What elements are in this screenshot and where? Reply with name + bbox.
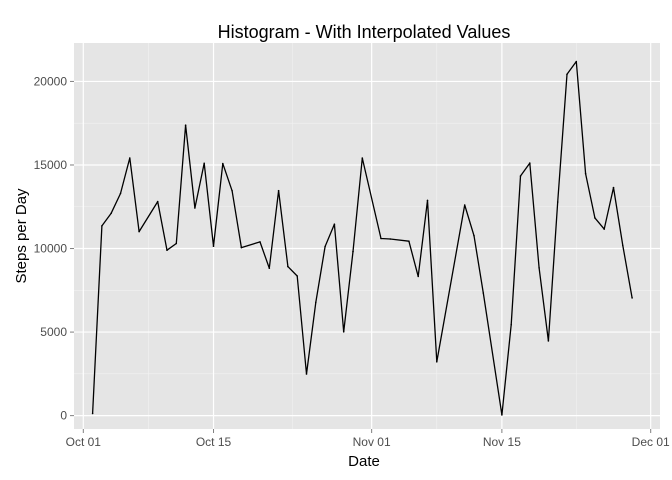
series-line	[91, 60, 633, 416]
x-tick-label: Oct 01	[66, 435, 102, 449]
data-point	[612, 186, 615, 189]
grid-minor	[74, 43, 660, 429]
grid-major	[74, 43, 660, 429]
data-point	[575, 60, 578, 63]
data-point	[203, 162, 205, 165]
y-axis-title: Steps per Day	[13, 188, 30, 284]
data-point	[101, 225, 103, 227]
data-point	[408, 240, 410, 242]
data-point	[129, 157, 131, 159]
data-point	[352, 250, 354, 253]
data-point	[361, 157, 364, 159]
data-point	[212, 245, 215, 247]
data-point	[175, 242, 178, 245]
data-point	[529, 162, 531, 164]
data-point	[622, 244, 624, 247]
x-tick-label: Nov 15	[483, 435, 521, 449]
chart-title: Histogram - With Interpolated Values	[218, 22, 511, 42]
data-point	[501, 414, 503, 416]
x-tick-label: Nov 01	[353, 435, 391, 449]
data-point	[315, 301, 317, 304]
x-tick-label: Oct 15	[196, 435, 232, 449]
data-point	[91, 412, 94, 415]
data-point	[463, 204, 466, 206]
data-point	[631, 297, 633, 299]
data-point	[231, 190, 233, 192]
data-point	[603, 228, 605, 230]
data-point	[342, 331, 345, 333]
data-point	[277, 189, 280, 192]
data-point	[110, 212, 112, 214]
data-point	[519, 175, 522, 177]
data-point	[482, 292, 485, 294]
data-point	[305, 373, 308, 375]
data-point	[417, 275, 420, 278]
y-tick-label: 10000	[34, 242, 68, 256]
x-axis-title: Date	[348, 453, 380, 470]
data-point	[566, 73, 568, 76]
data-point	[138, 230, 140, 233]
data-point	[222, 162, 224, 165]
data-point	[166, 249, 168, 251]
y-tick-label: 20000	[34, 74, 68, 88]
x-axis: Oct 01 Oct 15 Nov 01 Nov 15 Dec 01	[66, 429, 670, 449]
data-point	[556, 201, 559, 203]
data-point	[333, 223, 336, 225]
x-tick-label: Dec 01	[632, 435, 670, 449]
data-point	[436, 361, 438, 363]
y-tick-label: 15000	[34, 158, 68, 172]
y-tick-label: 5000	[40, 325, 67, 339]
y-axis: 0 5000 10000 15000 20000	[34, 74, 74, 423]
data-point	[119, 192, 122, 195]
data-point	[547, 340, 550, 342]
data-point	[287, 265, 289, 268]
data-point	[538, 267, 540, 269]
data-point	[259, 241, 261, 243]
data-point	[268, 267, 271, 270]
series-layer	[91, 60, 633, 416]
y-tick-label: 0	[60, 409, 67, 423]
data-point	[426, 199, 429, 202]
plot-panel	[74, 43, 660, 429]
data-point	[510, 323, 512, 326]
data-point	[184, 124, 187, 126]
data-point	[584, 172, 587, 175]
data-point	[380, 237, 382, 240]
data-point	[296, 275, 299, 277]
data-point	[594, 217, 596, 219]
data-point	[156, 200, 159, 203]
data-point	[389, 238, 392, 240]
data-point	[324, 245, 326, 248]
data-point	[194, 207, 196, 209]
data-point	[473, 234, 475, 237]
data-point	[240, 246, 243, 249]
